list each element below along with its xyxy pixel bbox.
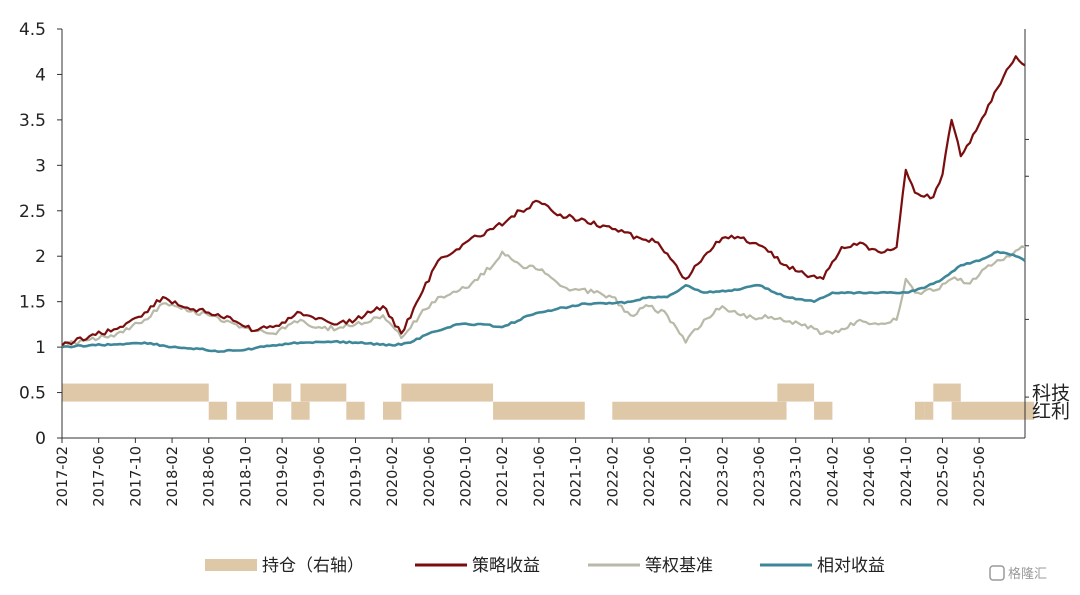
legend-label-strategy: 策略收益 <box>472 556 540 576</box>
x-tick-label-22: 2024-06 <box>862 446 878 507</box>
axes <box>57 28 1029 443</box>
position-bar-tech-5 <box>933 383 961 402</box>
x-tick-label-21: 2024-02 <box>825 446 841 507</box>
y-tick-label-9: 4.5 <box>19 20 46 40</box>
x-tick-label-0: 2017-02 <box>55 446 71 507</box>
x-tick-label-3: 2018-02 <box>165 446 181 507</box>
y-tick-label-8: 4 <box>35 65 46 85</box>
position-bar-tech-0 <box>62 383 209 402</box>
x-tick-label-6: 2019-02 <box>275 446 291 507</box>
position-bar-tech-4 <box>777 383 815 402</box>
legend-marker-position <box>205 559 257 571</box>
x-tick-label-7: 2019-06 <box>312 446 328 507</box>
x-tick-label-25: 2025-06 <box>972 446 988 507</box>
legend-label-position: 持仓（右轴） <box>262 556 364 576</box>
y-tick-label-0: 0 <box>35 429 46 449</box>
x-tick-label-9: 2020-02 <box>385 446 401 507</box>
position-bar-dividend-4 <box>383 401 402 420</box>
y-tick-label-3: 1.5 <box>19 293 46 313</box>
x-tick-label-17: 2022-10 <box>679 446 695 507</box>
x-tick-label-5: 2018-10 <box>238 446 254 507</box>
series-line-strategy <box>61 55 1026 347</box>
x-tick-label-15: 2022-02 <box>605 446 621 507</box>
position-bar-dividend-9 <box>924 401 934 420</box>
x-tick-label-8: 2019-10 <box>348 446 364 507</box>
x-tick-label-12: 2021-02 <box>495 446 511 507</box>
position-bar-dividend-7 <box>814 401 833 420</box>
watermark: 格隆汇 <box>989 565 1047 582</box>
x-tick-label-11: 2020-10 <box>459 446 475 507</box>
legend-label-benchmark: 等权基准 <box>645 556 713 576</box>
position-bar-dividend-8 <box>914 401 925 420</box>
right-axis-label-0: 科技 <box>1032 383 1070 405</box>
position-bar-dividend-1 <box>236 401 273 420</box>
series-line-benchmark <box>61 245 1026 347</box>
watermark-logo-icon <box>989 565 1005 581</box>
x-tick-label-18: 2023-02 <box>715 446 731 507</box>
x-tick-label-4: 2018-06 <box>202 446 218 507</box>
position-bar-tech-1 <box>272 383 292 402</box>
x-tick-label-2: 2017-10 <box>128 446 144 507</box>
series-lines <box>61 55 1026 353</box>
position-bar-tech-3 <box>401 383 494 402</box>
x-tick-label-23: 2024-10 <box>899 446 915 507</box>
x-tick-label-14: 2021-10 <box>569 446 585 507</box>
y-tick-label-2: 1 <box>35 338 46 358</box>
position-bar-tech-2 <box>300 383 347 402</box>
position-bar-dividend-3 <box>346 401 365 420</box>
position-bar-dividend-10 <box>951 401 1035 420</box>
position-bar-dividend-2 <box>291 401 310 420</box>
x-tick-label-20: 2023-10 <box>789 446 805 507</box>
legend-label-relative: 相对收益 <box>817 556 885 576</box>
y-tick-label-6: 3 <box>35 156 46 176</box>
series-line-relative <box>61 250 1026 353</box>
x-tick-label-1: 2017-06 <box>92 446 108 507</box>
position-bar-dividend-6 <box>612 401 787 420</box>
x-tick-label-16: 2022-06 <box>642 446 658 507</box>
x-tick-label-19: 2023-06 <box>752 446 768 507</box>
y-tick-label-1: 0.5 <box>19 384 46 404</box>
y-tick-label-7: 3.5 <box>19 111 46 131</box>
x-tick-label-10: 2020-06 <box>422 446 438 507</box>
position-bar-dividend-5 <box>493 401 585 420</box>
x-tick-label-13: 2021-06 <box>532 446 548 507</box>
y-tick-label-4: 2 <box>35 247 46 267</box>
y-tick-label-5: 2.5 <box>19 202 46 222</box>
position-bars <box>62 383 1035 420</box>
x-tick-label-24: 2025-02 <box>935 446 951 507</box>
position-bar-dividend-0 <box>208 401 228 420</box>
legend: 持仓（右轴） 策略收益 等权基准 相对收益 <box>205 556 885 576</box>
right-axis-label-1: 红利 <box>1032 401 1070 423</box>
watermark-text: 格隆汇 <box>1008 566 1047 582</box>
